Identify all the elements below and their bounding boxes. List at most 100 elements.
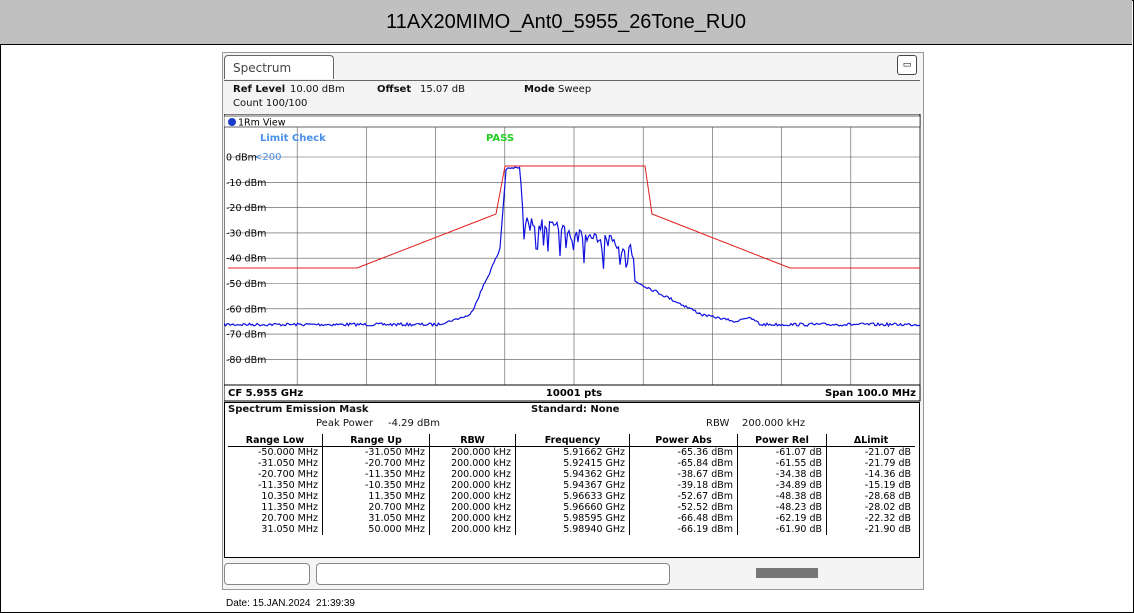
softkey[interactable] <box>224 563 310 585</box>
table-cell: 5.98940 GHz <box>515 524 630 535</box>
table-cell: -61.55 dB <box>737 458 827 469</box>
view-label: 1Rm View <box>238 118 286 129</box>
span: Span 100.0 MHz <box>825 388 916 399</box>
results-table: Range Low Range Up RBW Frequency Power Abs Po… <box>228 434 915 535</box>
table-cell: -52.67 dBm <box>629 491 738 502</box>
column-header: Frequency <box>515 434 630 447</box>
table-cell: -61.07 dB <box>737 446 827 458</box>
table-cell: 5.94362 GHz <box>515 469 630 480</box>
table-cell: -48.23 dB <box>737 502 827 513</box>
table-cell: 5.94367 GHz <box>515 480 630 491</box>
progress-indicator <box>756 568 818 578</box>
table-row: 31.050 MHz 50.000 MHz 200.000 kHz 5.98940 G… <box>228 524 915 535</box>
table-cell: -50.000 MHz <box>228 446 323 458</box>
table-cell: 200.000 kHz <box>429 502 516 513</box>
ref-level: 10.00 dBm <box>290 84 345 95</box>
plot: 1Rm View Limit Check PASS <200 CF 5.955 … <box>224 114 921 402</box>
table-cell: -15.19 dB <box>864 480 911 491</box>
table-cell: -10.350 MHz <box>322 480 430 491</box>
table-row: -50.000 MHz -31.050 MHz 200.000 kHz 5.91662… <box>228 446 915 458</box>
table-cell: -31.050 MHz <box>322 446 430 458</box>
plot-border <box>224 114 921 402</box>
table-cell: 200.000 kHz <box>429 446 516 458</box>
tab-line <box>224 80 920 81</box>
limit-check: Limit Check <box>260 133 326 144</box>
table-cell: 5.98595 GHz <box>515 513 630 524</box>
table-cell: -11.350 MHz <box>322 469 430 480</box>
mode: Sweep <box>558 84 592 95</box>
table-cell: -31.050 MHz <box>228 458 323 469</box>
table-cell: -65.36 dBm <box>629 446 738 458</box>
pass: PASS <box>486 133 514 144</box>
offset-label: Offset <box>377 84 412 95</box>
table-cell: 20.700 MHz <box>228 513 323 524</box>
table-cell: -52.52 dBm <box>629 502 738 513</box>
table-cell: -28.68 dB <box>864 491 911 502</box>
view-bar <box>224 115 921 128</box>
column-header: RBW <box>429 434 516 447</box>
table-cell: 5.96660 GHz <box>515 502 630 513</box>
limit-line <box>228 165 920 269</box>
y-label: -20 dBm <box>226 203 266 214</box>
table-cell: 5.92415 GHz <box>515 458 630 469</box>
table-cell: -34.38 dB <box>737 469 827 480</box>
table-cell: -66.48 dBm <box>629 513 738 524</box>
column-header: Range Up <box>322 434 430 447</box>
rbw-label: RBW <box>706 418 730 429</box>
table-cell: -48.38 dB <box>737 491 827 502</box>
table-title: Spectrum Emission Mask <box>228 404 369 415</box>
table-row: -31.050 MHz -20.700 MHz 200.000 kHz 5.92415… <box>228 458 915 469</box>
status-field <box>316 563 670 585</box>
column-header: ΔLimit <box>826 434 915 447</box>
standard: Standard: None <box>531 404 620 415</box>
table-cell: -28.02 dB <box>864 502 911 513</box>
offset: 15.07 dB <box>420 84 466 95</box>
table-cell: 50.000 MHz <box>322 524 430 535</box>
title-bar: 11AX20MIMO_Ant0_5955_26Tone_RU0 <box>0 0 1132 45</box>
table-cell: 11.350 MHz <box>322 491 430 502</box>
center-frequency: CF 5.955 GHz <box>228 388 303 399</box>
table-cell: 20.700 MHz <box>322 502 430 513</box>
spectrum-tab[interactable]: Spectrum <box>224 55 334 79</box>
table-cell: -62.19 dB <box>737 513 827 524</box>
table-cell: -61.90 dB <box>737 524 827 535</box>
rbw: 200.000 kHz <box>742 418 806 429</box>
peak-power: -4.29 dBm <box>388 418 441 429</box>
table-cell: 31.050 MHz <box>228 524 323 535</box>
date: Date: 15.JAN.2024 21:39:39 <box>226 598 355 609</box>
table-cell: -14.36 dB <box>864 469 911 480</box>
table-row: -11.350 MHz -10.350 MHz 200.000 kHz 5.94367… <box>228 480 915 491</box>
y-label: -70 dBm <box>226 330 266 341</box>
table-cell: 31.050 MHz <box>322 513 430 524</box>
mode-label: Mode <box>524 84 555 95</box>
table-cell: -11.350 MHz <box>228 480 323 491</box>
y-label: -30 dBm <box>226 228 266 239</box>
menu-icon[interactable]: ▭ <box>897 55 917 75</box>
column-header: Power Rel <box>737 434 827 447</box>
y-label: -10 dBm <box>226 178 266 189</box>
table-cell: -21.79 dB <box>864 458 911 469</box>
y-label: -50 dBm <box>226 279 266 290</box>
table-cell: -20.700 MHz <box>322 458 430 469</box>
table-cell: 11.350 MHz <box>228 502 323 513</box>
table-row: 20.700 MHz 31.050 MHz 200.000 kHz 5.98595 G… <box>228 513 915 524</box>
limit-name: <200 <box>254 152 281 163</box>
table-cell: 200.000 kHz <box>429 480 516 491</box>
peak-power-label: Peak Power <box>316 418 374 429</box>
table-cell: 200.000 kHz <box>429 469 516 480</box>
table-cell: -65.84 dBm <box>629 458 738 469</box>
table-cell: 200.000 kHz <box>429 458 516 469</box>
table-cell: -38.67 dBm <box>629 469 738 480</box>
table-cell: 200.000 kHz <box>429 513 516 524</box>
ref-level-label: Ref Level <box>233 84 286 95</box>
table-cell: -66.19 dBm <box>629 524 738 535</box>
y-label: -40 dBm <box>226 254 266 265</box>
column-header: Power Abs <box>629 434 738 447</box>
count: Count 100/100 <box>233 98 308 109</box>
column-header: Range Low <box>228 434 323 447</box>
table-cell: -39.18 dBm <box>629 480 738 491</box>
table-cell: 5.96633 GHz <box>515 491 630 502</box>
y-label: 0 dBm <box>226 153 257 164</box>
table-cell: 200.000 kHz <box>429 524 516 535</box>
